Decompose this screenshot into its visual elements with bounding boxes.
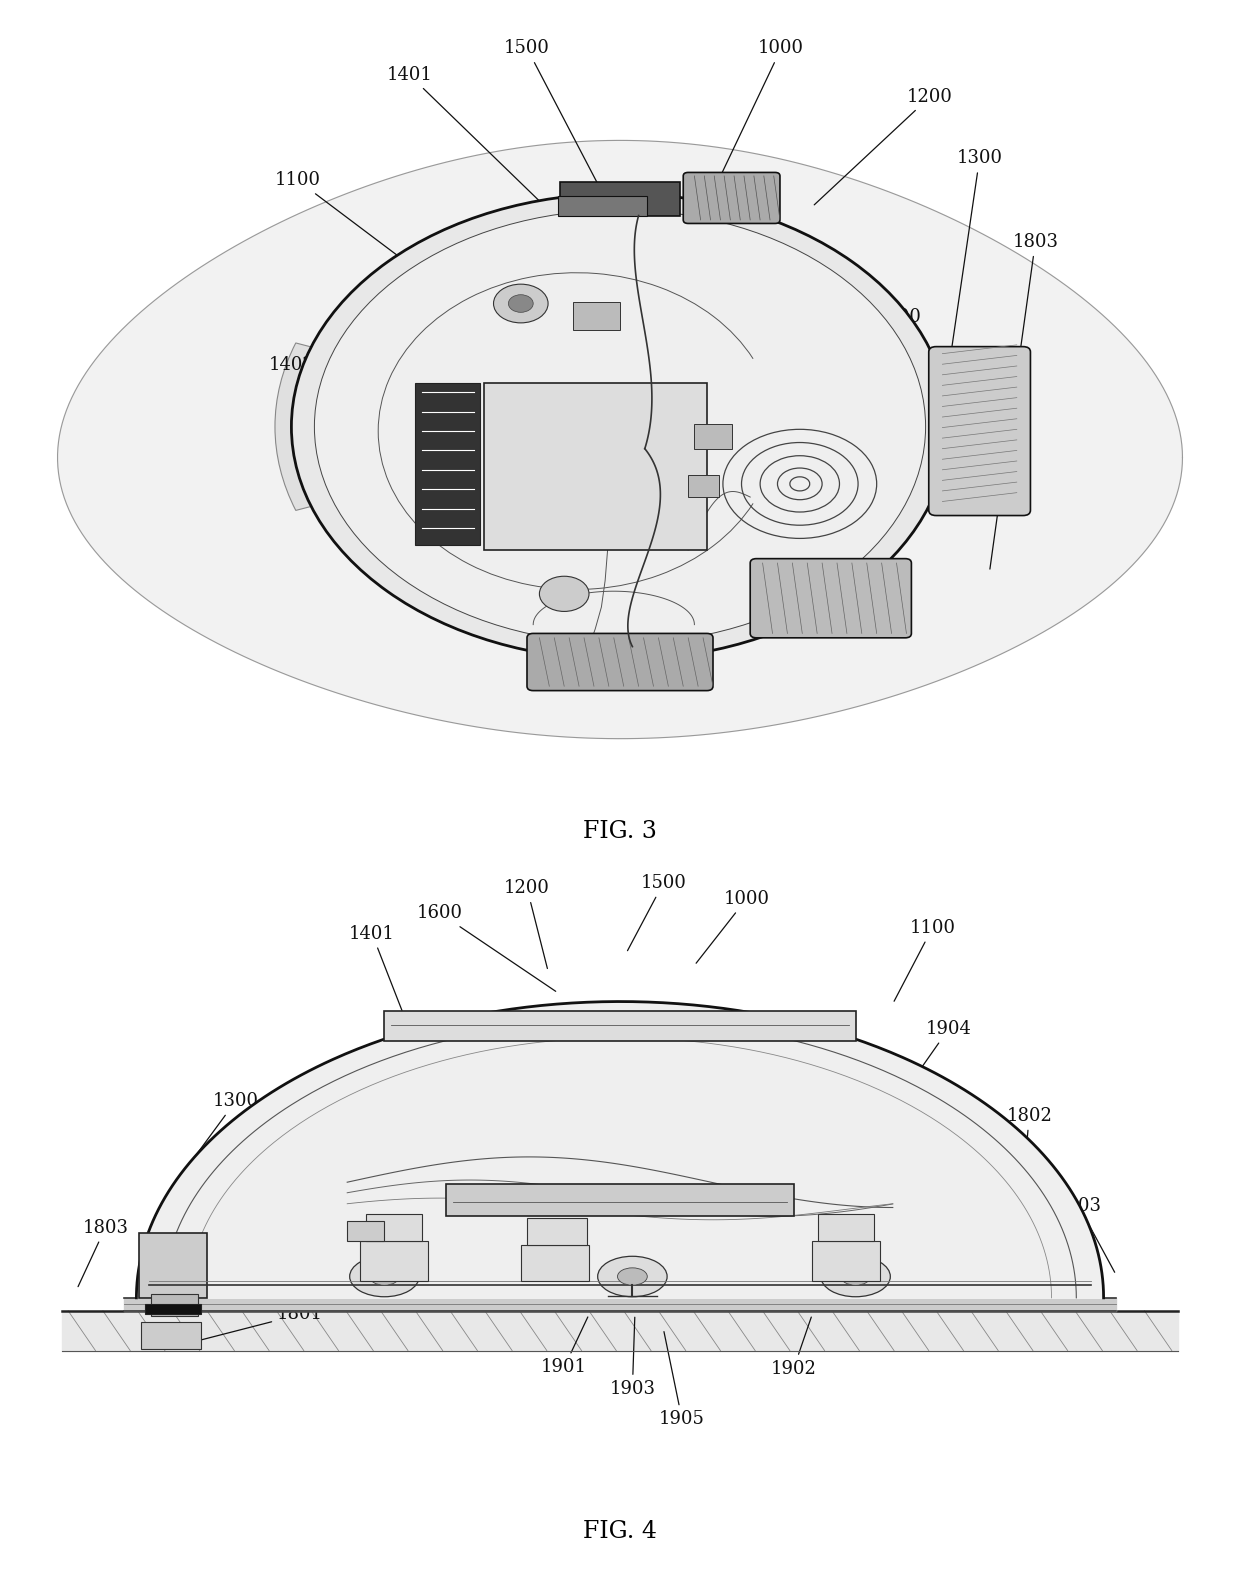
Circle shape xyxy=(350,1257,419,1296)
Text: 1401: 1401 xyxy=(387,66,546,207)
Bar xyxy=(812,1241,880,1282)
Text: 1100: 1100 xyxy=(894,919,956,1001)
Text: 1903: 1903 xyxy=(609,1316,656,1398)
Text: 1300: 1300 xyxy=(181,1092,259,1175)
Text: 1700: 1700 xyxy=(835,308,921,595)
Bar xyxy=(145,1304,201,1315)
Circle shape xyxy=(370,1268,399,1285)
Circle shape xyxy=(291,193,949,660)
Circle shape xyxy=(494,284,548,324)
Text: 1901: 1901 xyxy=(541,1316,588,1376)
Text: 1600: 1600 xyxy=(417,905,556,991)
Text: 1200: 1200 xyxy=(815,88,952,204)
Text: 1100: 1100 xyxy=(274,171,459,302)
Wedge shape xyxy=(275,342,355,511)
Text: FIG. 4: FIG. 4 xyxy=(583,1519,657,1543)
Bar xyxy=(573,302,620,330)
Bar xyxy=(558,196,647,215)
Bar xyxy=(818,1214,874,1241)
Text: 1200: 1200 xyxy=(505,880,549,968)
Text: 1801: 1801 xyxy=(176,1306,324,1346)
Text: 1600: 1600 xyxy=(547,379,608,661)
FancyBboxPatch shape xyxy=(527,633,713,691)
Text: 1000: 1000 xyxy=(714,39,805,189)
Circle shape xyxy=(821,1257,890,1296)
Text: 1000: 1000 xyxy=(696,889,770,963)
Circle shape xyxy=(618,1268,647,1285)
Bar xyxy=(139,1233,207,1298)
Circle shape xyxy=(508,295,533,313)
Bar xyxy=(527,1218,587,1246)
Bar xyxy=(694,424,732,449)
Text: 1803: 1803 xyxy=(1055,1197,1115,1273)
Bar xyxy=(347,1221,384,1241)
Text: 1904: 1904 xyxy=(894,1020,971,1106)
Text: 1402: 1402 xyxy=(269,357,435,542)
Polygon shape xyxy=(57,140,1183,738)
Text: 1803: 1803 xyxy=(990,233,1059,569)
Circle shape xyxy=(841,1268,870,1285)
Circle shape xyxy=(539,577,589,611)
Text: 1905: 1905 xyxy=(660,1332,704,1428)
Text: 1500: 1500 xyxy=(505,39,604,195)
Text: 1500: 1500 xyxy=(627,873,686,950)
Bar xyxy=(151,1295,198,1316)
Text: 1401: 1401 xyxy=(350,925,402,1010)
Text: FIG. 3: FIG. 3 xyxy=(583,820,657,844)
FancyBboxPatch shape xyxy=(683,173,780,223)
FancyBboxPatch shape xyxy=(750,559,911,638)
Bar xyxy=(521,1246,589,1282)
Bar xyxy=(484,383,707,550)
Text: 1300: 1300 xyxy=(949,149,1003,366)
FancyBboxPatch shape xyxy=(929,347,1030,515)
Text: 1803: 1803 xyxy=(78,1219,129,1287)
Bar xyxy=(360,1241,428,1282)
Bar xyxy=(688,474,719,496)
Bar xyxy=(415,383,480,545)
Circle shape xyxy=(315,211,925,644)
Bar xyxy=(384,1012,856,1042)
Text: 1802: 1802 xyxy=(1007,1106,1052,1185)
Bar xyxy=(446,1183,794,1216)
Bar xyxy=(560,182,680,215)
Text: 1902: 1902 xyxy=(771,1316,816,1378)
Bar xyxy=(141,1321,201,1349)
Bar xyxy=(366,1214,422,1241)
Circle shape xyxy=(598,1257,667,1296)
